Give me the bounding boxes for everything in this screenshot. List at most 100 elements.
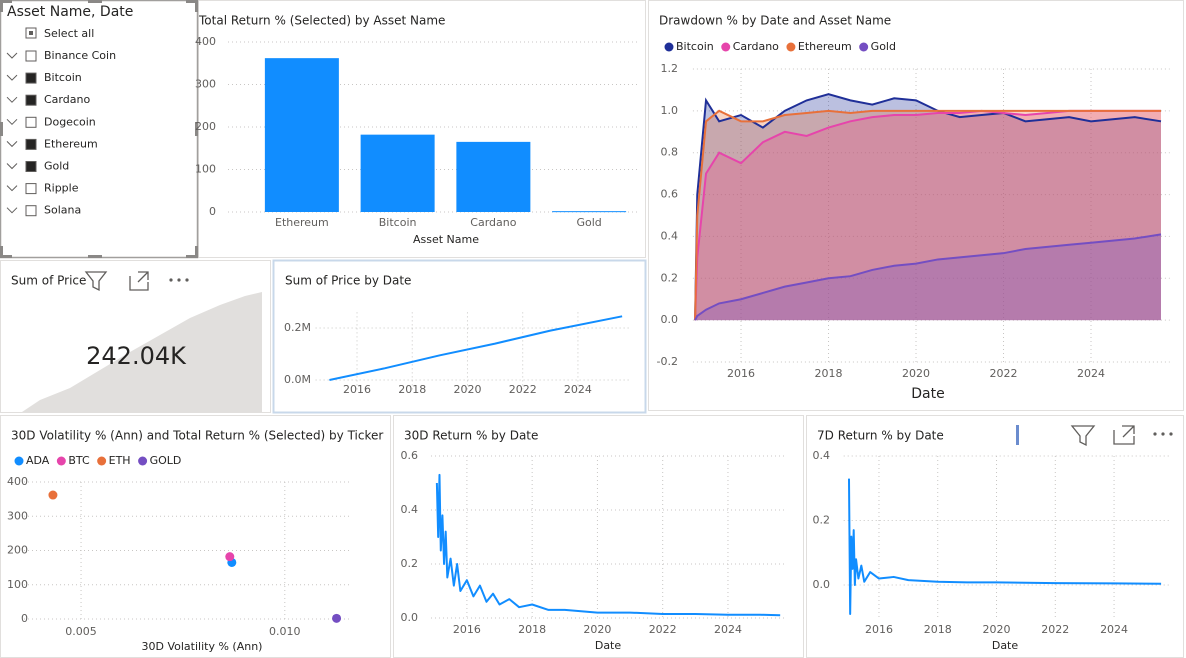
x-tick-label: 2024 — [714, 623, 742, 636]
x-tick-label: 2024 — [1100, 623, 1128, 636]
slicer-item[interactable]: Bitcoin — [44, 71, 82, 84]
x-axis-title: Date — [595, 639, 622, 652]
y-tick-label: -0.2 — [657, 355, 678, 368]
line — [694, 93, 1162, 321]
card-more[interactable] — [169, 278, 189, 282]
chevron — [6, 163, 18, 170]
x-tick-label: 2018 — [518, 623, 546, 636]
x-tick-label: 0.010 — [269, 625, 301, 638]
x-tick-label: 2024 — [1077, 367, 1105, 380]
legend-marker — [859, 42, 869, 52]
checkbox[interactable] — [25, 205, 37, 217]
x-tick-label: 2020 — [902, 367, 930, 380]
y-tick-label: 0.0 — [813, 578, 831, 591]
return30-panel — [393, 415, 804, 658]
slicer-item[interactable]: Cardano — [44, 93, 90, 106]
y-tick-label: 0.0 — [661, 313, 679, 326]
slicer-item[interactable]: Binance Coin — [44, 49, 116, 62]
y-tick-label: 0.8 — [661, 146, 679, 159]
x-tick-label: 2022 — [1041, 623, 1069, 636]
checkbox[interactable] — [25, 161, 37, 172]
card-background-area — [22, 292, 262, 412]
legend-label: GOLD — [150, 454, 182, 467]
y-tick-label: 200 — [195, 120, 216, 133]
y-tick-label: 0.2M — [284, 321, 311, 334]
resize-handles — [0, 0, 198, 258]
chevron — [6, 207, 18, 214]
line — [847, 478, 1162, 616]
chart-title: 30D Return % by Date — [404, 429, 538, 443]
slicer-title: Asset Name, Date — [7, 4, 133, 20]
x-tick-label: 2022 — [509, 383, 537, 396]
slicer-item[interactable]: Ethereum — [44, 137, 98, 150]
x-tick-label: Bitcoin — [379, 216, 417, 229]
chevron — [6, 185, 18, 192]
slicer-item[interactable]: Gold — [44, 160, 69, 173]
legend-label: Gold — [871, 40, 896, 53]
card-icons[interactable] — [84, 271, 149, 292]
scatter-panel — [0, 415, 391, 658]
x-tick-label: 2016 — [727, 367, 755, 380]
x-tick-label: 0.005 — [65, 625, 97, 638]
chart-title: 30D Volatility % (Ann) and Total Return … — [11, 429, 383, 443]
legend-label: Bitcoin — [676, 40, 714, 53]
legend-marker — [14, 456, 24, 466]
checkbox[interactable] — [25, 183, 37, 195]
y-tick-label: 0.6 — [661, 188, 679, 201]
x-tick-label: Ethereum — [275, 216, 329, 229]
legend-label: ADA — [26, 454, 50, 467]
card-title: Sum of Price — [11, 274, 86, 288]
bar — [456, 141, 531, 212]
x-tick-label: 2024 — [564, 383, 592, 396]
y-tick-label: 0 — [21, 612, 28, 625]
legend-marker — [786, 42, 796, 52]
chevron — [6, 96, 18, 103]
chevron — [6, 141, 18, 148]
y-tick-label: 300 — [7, 509, 28, 522]
chevron — [6, 74, 18, 81]
price-panel — [272, 259, 647, 414]
slicer-panel[interactable] — [0, 0, 199, 259]
y-tick-label: 200 — [7, 544, 28, 557]
slicer-item[interactable]: Solana — [44, 204, 81, 217]
area — [695, 110, 1162, 321]
legend-marker — [97, 456, 107, 466]
y-tick-label: 0.4 — [661, 229, 679, 242]
checkbox[interactable] — [25, 138, 37, 150]
area — [695, 94, 1162, 321]
point — [332, 613, 342, 623]
checkbox[interactable] — [25, 50, 37, 62]
x-tick-label: 2016 — [865, 623, 893, 636]
x-tick-label: 2016 — [343, 383, 371, 396]
chart-title: Drawdown % by Date and Asset Name — [659, 14, 891, 28]
x-axis-title: 30D Volatility % (Ann) — [142, 640, 263, 653]
legend-label: Cardano — [733, 40, 779, 53]
area — [695, 110, 1162, 321]
slicer-item[interactable]: Ripple — [44, 182, 79, 195]
legend-marker — [664, 42, 674, 52]
y-tick-label: 0.2 — [401, 557, 419, 570]
line — [435, 473, 781, 617]
bar — [360, 134, 435, 212]
slicer-item[interactable]: Dogecoin — [44, 115, 96, 128]
y-tick-label: 0.4 — [813, 449, 831, 462]
line — [329, 315, 623, 381]
legend-marker — [56, 456, 66, 466]
y-tick-label: 100 — [7, 578, 28, 591]
return7-icons[interactable] — [1016, 425, 1173, 447]
checkbox[interactable] — [25, 72, 37, 84]
bar — [264, 58, 339, 213]
y-tick-label: 400 — [195, 35, 216, 48]
area — [695, 234, 1162, 321]
y-tick-label: 0.0M — [284, 373, 311, 386]
checkbox[interactable] — [25, 116, 37, 128]
x-tick-label: Cardano — [470, 216, 516, 229]
y-tick-label: 400 — [7, 475, 28, 488]
x-tick-label: 2018 — [924, 623, 952, 636]
checkbox[interactable] — [25, 94, 37, 106]
select-all-label[interactable]: Select all — [44, 27, 94, 40]
card-value: 242.04K — [86, 342, 187, 370]
bar — [552, 211, 627, 213]
return7-panel — [806, 415, 1184, 658]
